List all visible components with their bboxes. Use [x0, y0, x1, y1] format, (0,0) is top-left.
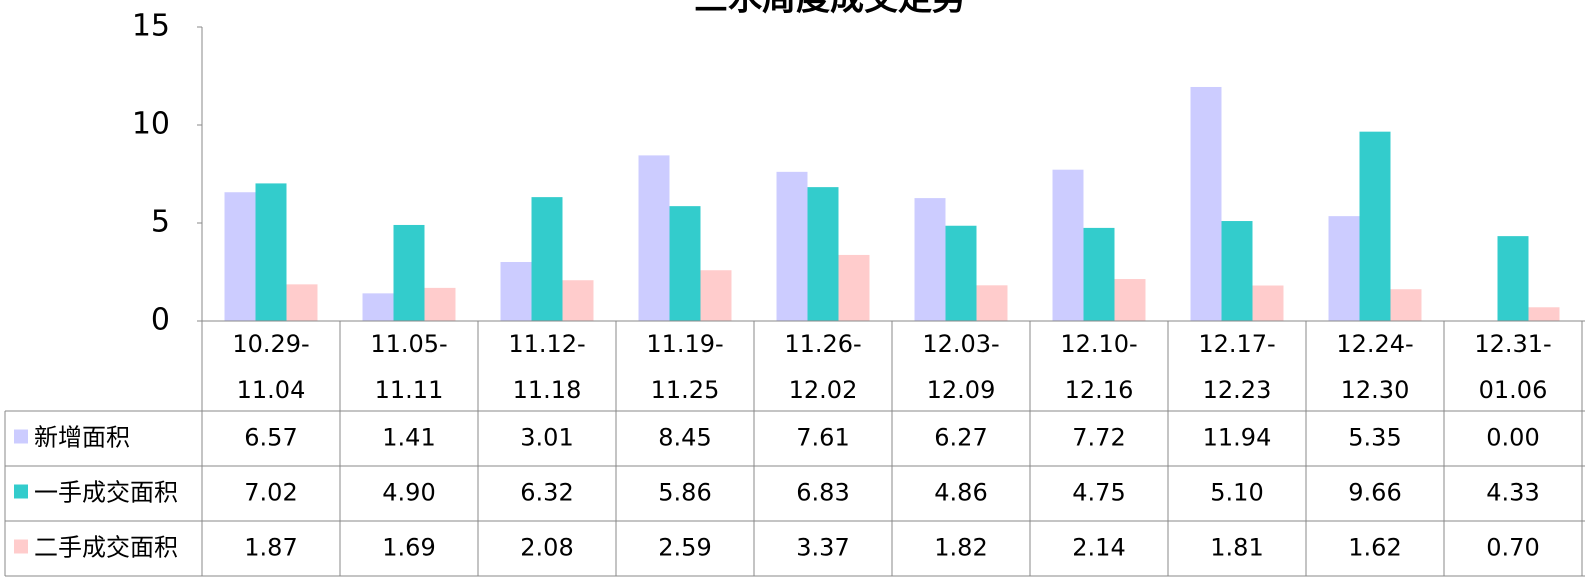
x-tick-cell: 11.26-12.02	[784, 330, 862, 404]
x-tick-label: 11.26-12.02	[784, 330, 862, 404]
bar	[838, 254, 870, 321]
bar	[638, 155, 670, 321]
bar	[255, 183, 287, 321]
bar	[531, 197, 563, 321]
table-value: 8.45	[658, 424, 711, 452]
y-tick-label: 15	[132, 9, 170, 44]
table-value: 3.01	[520, 424, 573, 452]
table-value: 1.87	[244, 534, 297, 562]
x-tick-label: 12.31-01.06	[1474, 330, 1552, 404]
bar	[914, 198, 946, 321]
x-tick-cell: 11.05-11.11	[370, 330, 448, 404]
table-value: 1.41	[382, 424, 435, 452]
x-tick-label: 12.24-12.30	[1336, 330, 1414, 404]
bar	[1390, 289, 1422, 321]
legend-swatch	[14, 539, 28, 554]
table-value: 6.83	[796, 479, 849, 507]
bar	[286, 284, 318, 321]
table-value: 5.10	[1210, 479, 1263, 507]
x-tick-label: 11.12-11.18	[508, 330, 586, 404]
bar	[224, 192, 256, 321]
bar	[1528, 307, 1560, 321]
table-value: 2.14	[1072, 534, 1125, 562]
table-value: 4.86	[934, 479, 987, 507]
legend-swatch	[14, 484, 28, 499]
bar	[807, 187, 839, 321]
table-value: 7.02	[244, 479, 297, 507]
table-value: 1.81	[1210, 534, 1263, 562]
table-value: 0.00	[1486, 424, 1539, 452]
x-tick-cell: 12.03-12.09	[922, 330, 1000, 404]
x-tick-label: 11.19-11.25	[646, 330, 724, 404]
table-value: 6.57	[244, 424, 297, 452]
table-value: 6.32	[520, 479, 573, 507]
x-tick-label: 12.17-12.23	[1198, 330, 1276, 404]
legend-swatch	[14, 429, 28, 444]
chart-title: 三水周度成交走势	[694, 0, 966, 19]
table-value: 7.72	[1072, 424, 1125, 452]
bar	[424, 287, 456, 321]
y-tick-label: 0	[151, 303, 170, 338]
table-value: 3.37	[796, 534, 849, 562]
bar	[1359, 131, 1391, 321]
bar	[700, 270, 732, 321]
x-tick-label: 10.29-11.04	[232, 330, 310, 404]
x-tick-cell: 10.29-11.04	[232, 330, 310, 404]
bar	[1190, 86, 1222, 321]
table-value: 9.66	[1348, 479, 1401, 507]
table-value: 11.94	[1203, 424, 1272, 452]
table-value: 1.62	[1348, 534, 1401, 562]
x-tick-cell: 12.24-12.30	[1336, 330, 1414, 404]
table-value: 5.86	[658, 479, 711, 507]
bar	[1114, 279, 1146, 321]
bar	[1221, 221, 1253, 321]
x-tick-cell: 12.17-12.23	[1198, 330, 1276, 404]
table-value: 6.27	[934, 424, 987, 452]
x-tick-label: 12.10-12.16	[1060, 330, 1138, 404]
bar	[1083, 227, 1115, 321]
x-tick-cell: 11.19-11.25	[646, 330, 724, 404]
table-value: 4.33	[1486, 479, 1539, 507]
bar	[362, 293, 394, 321]
bar	[562, 280, 594, 321]
x-tick-cell: 11.12-11.18	[508, 330, 586, 404]
x-tick-label: 12.03-12.09	[922, 330, 1000, 404]
bar	[776, 171, 808, 321]
bar	[669, 206, 701, 321]
table-value: 1.69	[382, 534, 435, 562]
table-value: 2.08	[520, 534, 573, 562]
legend-label: 二手成交面积	[34, 534, 178, 562]
table-value: 1.82	[934, 534, 987, 562]
legend-label: 新增面积	[34, 424, 130, 452]
bar	[1252, 285, 1284, 321]
legend-label: 一手成交面积	[34, 479, 178, 507]
bar	[945, 225, 977, 321]
bar	[1328, 216, 1360, 321]
bar	[1052, 169, 1084, 321]
bar	[976, 285, 1008, 321]
y-tick-label: 5	[151, 205, 170, 240]
x-tick-label: 11.05-11.11	[370, 330, 448, 404]
bar	[393, 224, 425, 321]
table-value: 2.59	[658, 534, 711, 562]
table-value: 5.35	[1348, 424, 1401, 452]
bar	[1497, 236, 1529, 321]
table-value: 7.61	[796, 424, 849, 452]
x-tick-cell: 12.31-01.06	[1474, 330, 1552, 404]
table-value: 4.75	[1072, 479, 1125, 507]
y-tick-label: 10	[132, 107, 170, 142]
bar	[500, 262, 532, 321]
table-value: 4.90	[382, 479, 435, 507]
table-value: 0.70	[1486, 534, 1539, 562]
x-tick-cell: 12.10-12.16	[1060, 330, 1138, 404]
